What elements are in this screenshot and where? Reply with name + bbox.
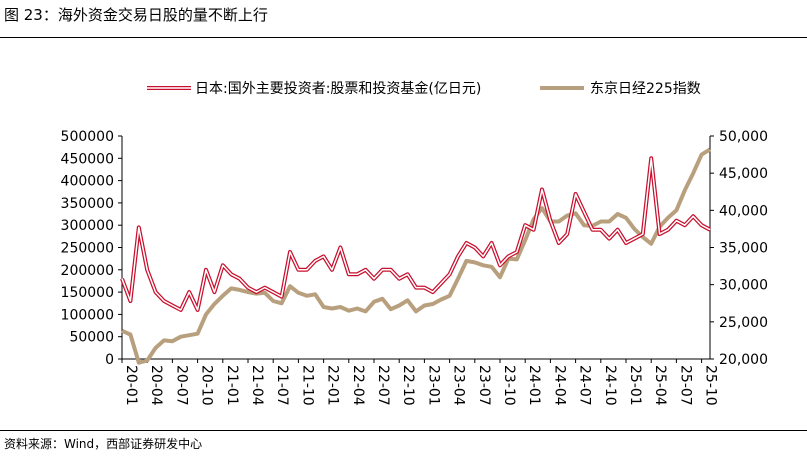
y-right-tick-label: 45,000 xyxy=(719,166,768,182)
x-tick-label: 21-01 xyxy=(224,365,240,406)
title-divider xyxy=(0,37,807,38)
series-0 xyxy=(120,156,711,312)
x-tick-label: 25-01 xyxy=(627,365,643,406)
x-tick-label: 25-04 xyxy=(652,365,668,406)
series-line xyxy=(121,147,712,365)
legend: 日本:国外主要投资者:股票和投资基金(亿日元) 东京日经225指数 xyxy=(147,80,701,97)
x-tick-label: 22-07 xyxy=(375,365,391,406)
x-tick-label: 20-10 xyxy=(199,365,215,406)
y-right-tick-label: 20,000 xyxy=(719,352,768,368)
source-divider xyxy=(0,430,807,431)
series-line-inner xyxy=(121,157,711,311)
y-left-tick-label: 450000 xyxy=(61,151,114,167)
x-tick-label: 23-01 xyxy=(425,365,441,406)
series-1 xyxy=(121,147,712,365)
y-left-tick-label: 200000 xyxy=(61,263,114,279)
x-tick-label: 25-10 xyxy=(703,365,719,406)
x-tick-label: 25-07 xyxy=(677,365,693,406)
x-tick-label: 22-01 xyxy=(325,365,341,406)
x-tick-label: 21-04 xyxy=(249,365,265,406)
y-left-tick-label: 0 xyxy=(105,352,114,368)
axes: 0 50000 100000 150000 200000 250000 300000 3500… xyxy=(61,129,768,406)
x-tick-label: 20-07 xyxy=(173,365,189,406)
y-left-tick-label: 100000 xyxy=(61,307,114,323)
y-right-tick-label: 40,000 xyxy=(719,203,768,219)
x-tick-label: 22-04 xyxy=(350,365,366,406)
x-tick-label: 20-04 xyxy=(148,365,164,406)
y-left-tick-label: 250000 xyxy=(61,241,114,257)
x-tick-label: 23-10 xyxy=(501,365,517,406)
y-left-tick-label: 400000 xyxy=(61,174,114,190)
y-left-tick-label: 500000 xyxy=(61,129,114,145)
legend-label-1: 东京日经225指数 xyxy=(590,81,701,97)
x-tick-label: 24-01 xyxy=(526,365,542,406)
x-tick-label: 21-07 xyxy=(274,365,290,406)
x-tick-label: 21-10 xyxy=(299,365,315,406)
x-tick-label: 23-07 xyxy=(476,365,492,406)
y-right-tick-label: 50,000 xyxy=(719,129,768,145)
y-right-tick-label: 25,000 xyxy=(719,315,768,331)
x-tick-label: 24-10 xyxy=(602,365,618,406)
y-left-tick-label: 350000 xyxy=(61,196,114,212)
y-right-tick-label: 30,000 xyxy=(719,278,768,294)
y-left-tick-label: 300000 xyxy=(61,218,114,234)
x-tick-label: 22-10 xyxy=(400,365,416,406)
x-tick-label: 24-04 xyxy=(551,365,567,406)
y-left-tick-label: 150000 xyxy=(61,285,114,301)
y-right-tick-label: 35,000 xyxy=(719,241,768,257)
figure-title: 图 23：海外资金交易日股的量不断上行 xyxy=(4,6,268,24)
legend-label-0: 日本:国外主要投资者:股票和投资基金(亿日元) xyxy=(195,80,481,97)
x-tick-label: 23-04 xyxy=(451,365,467,406)
x-tick-label: 20-01 xyxy=(123,365,139,406)
figure-source: 资料来源：Wind，西部证券研发中心 xyxy=(4,437,203,451)
series-layer xyxy=(120,147,712,365)
y-left-tick-label: 50000 xyxy=(69,330,114,346)
x-tick-label: 24-07 xyxy=(577,365,593,406)
